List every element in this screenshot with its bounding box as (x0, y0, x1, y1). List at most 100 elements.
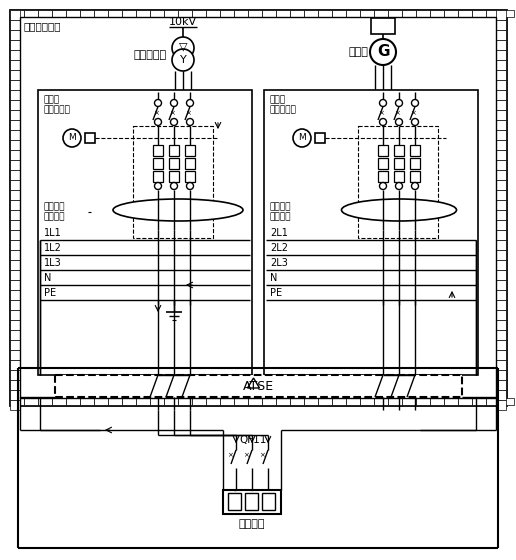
Bar (496, 80, 506, 90)
Bar (496, 400, 506, 410)
Bar (185, 145, 195, 156)
Bar (378, 145, 388, 156)
Bar (108, 10, 122, 17)
Bar (410, 158, 420, 169)
Bar (24, 398, 38, 405)
Bar (496, 110, 506, 120)
Bar (318, 398, 332, 405)
Text: ×: × (259, 452, 265, 458)
Bar (276, 10, 290, 17)
Bar (318, 10, 332, 17)
Text: G: G (377, 44, 389, 59)
Bar (10, 110, 20, 120)
Bar (10, 280, 20, 290)
Bar (276, 398, 290, 405)
Bar (496, 130, 506, 140)
Bar (94, 10, 108, 17)
Text: ×: × (410, 110, 416, 116)
Bar (10, 320, 20, 330)
Bar (430, 10, 444, 17)
Bar (496, 70, 506, 80)
Bar (496, 160, 506, 170)
Bar (20, 17, 496, 398)
Bar (10, 170, 20, 180)
Text: Y: Y (180, 55, 186, 65)
Bar (262, 493, 275, 510)
Bar (10, 220, 20, 230)
Bar (38, 90, 252, 375)
Bar (10, 10, 24, 17)
Text: 同一座配电所: 同一座配电所 (24, 21, 61, 31)
Circle shape (395, 119, 402, 125)
Bar (262, 398, 276, 405)
Bar (10, 360, 20, 370)
Bar (358, 126, 438, 238)
Bar (496, 20, 506, 30)
Bar (496, 210, 506, 220)
Text: ×: × (169, 110, 175, 116)
Bar (10, 10, 506, 405)
Bar (496, 370, 506, 380)
Bar (496, 150, 506, 160)
Bar (10, 290, 20, 300)
Bar (10, 330, 20, 340)
Bar (169, 158, 179, 169)
Circle shape (411, 183, 418, 189)
Circle shape (154, 183, 162, 189)
Bar (290, 10, 304, 17)
Bar (264, 90, 478, 375)
Bar (496, 350, 506, 360)
Bar (94, 398, 108, 405)
Bar (153, 171, 163, 182)
Bar (38, 398, 52, 405)
Bar (24, 10, 38, 17)
Circle shape (370, 39, 396, 65)
Bar (10, 240, 20, 250)
Bar (10, 210, 20, 220)
Bar (10, 70, 20, 80)
Circle shape (63, 129, 81, 147)
Bar (496, 120, 506, 130)
Bar (55, 375, 462, 397)
Bar (10, 120, 20, 130)
Bar (10, 100, 20, 110)
Bar (346, 398, 360, 405)
Bar (496, 170, 506, 180)
Bar (378, 171, 388, 182)
Bar (496, 190, 506, 200)
Bar (430, 398, 444, 405)
Bar (178, 10, 192, 17)
Bar (402, 398, 416, 405)
Bar (10, 140, 20, 150)
Bar (394, 158, 404, 169)
Text: 1L3: 1L3 (44, 258, 62, 268)
Bar (496, 330, 506, 340)
Circle shape (172, 37, 194, 59)
Bar (206, 398, 220, 405)
Text: 2L3: 2L3 (270, 258, 288, 268)
Bar (52, 10, 66, 17)
Polygon shape (248, 378, 260, 388)
Text: 2L2: 2L2 (270, 243, 288, 253)
Circle shape (411, 119, 418, 125)
Bar (10, 370, 20, 380)
Bar (496, 310, 506, 320)
Bar (220, 10, 234, 17)
Bar (496, 220, 506, 230)
Bar (10, 260, 20, 270)
Bar (416, 398, 430, 405)
Bar (228, 493, 241, 510)
Circle shape (154, 100, 162, 106)
Circle shape (379, 100, 386, 106)
Bar (496, 270, 506, 280)
Text: 发电机
进线断路器: 发电机 进线断路器 (270, 95, 297, 114)
Bar (178, 398, 192, 405)
Bar (394, 171, 404, 182)
Bar (472, 398, 486, 405)
Bar (10, 90, 20, 100)
Circle shape (395, 100, 402, 106)
Ellipse shape (113, 199, 243, 221)
Bar (10, 380, 20, 390)
Bar (388, 398, 402, 405)
Bar (416, 10, 430, 17)
